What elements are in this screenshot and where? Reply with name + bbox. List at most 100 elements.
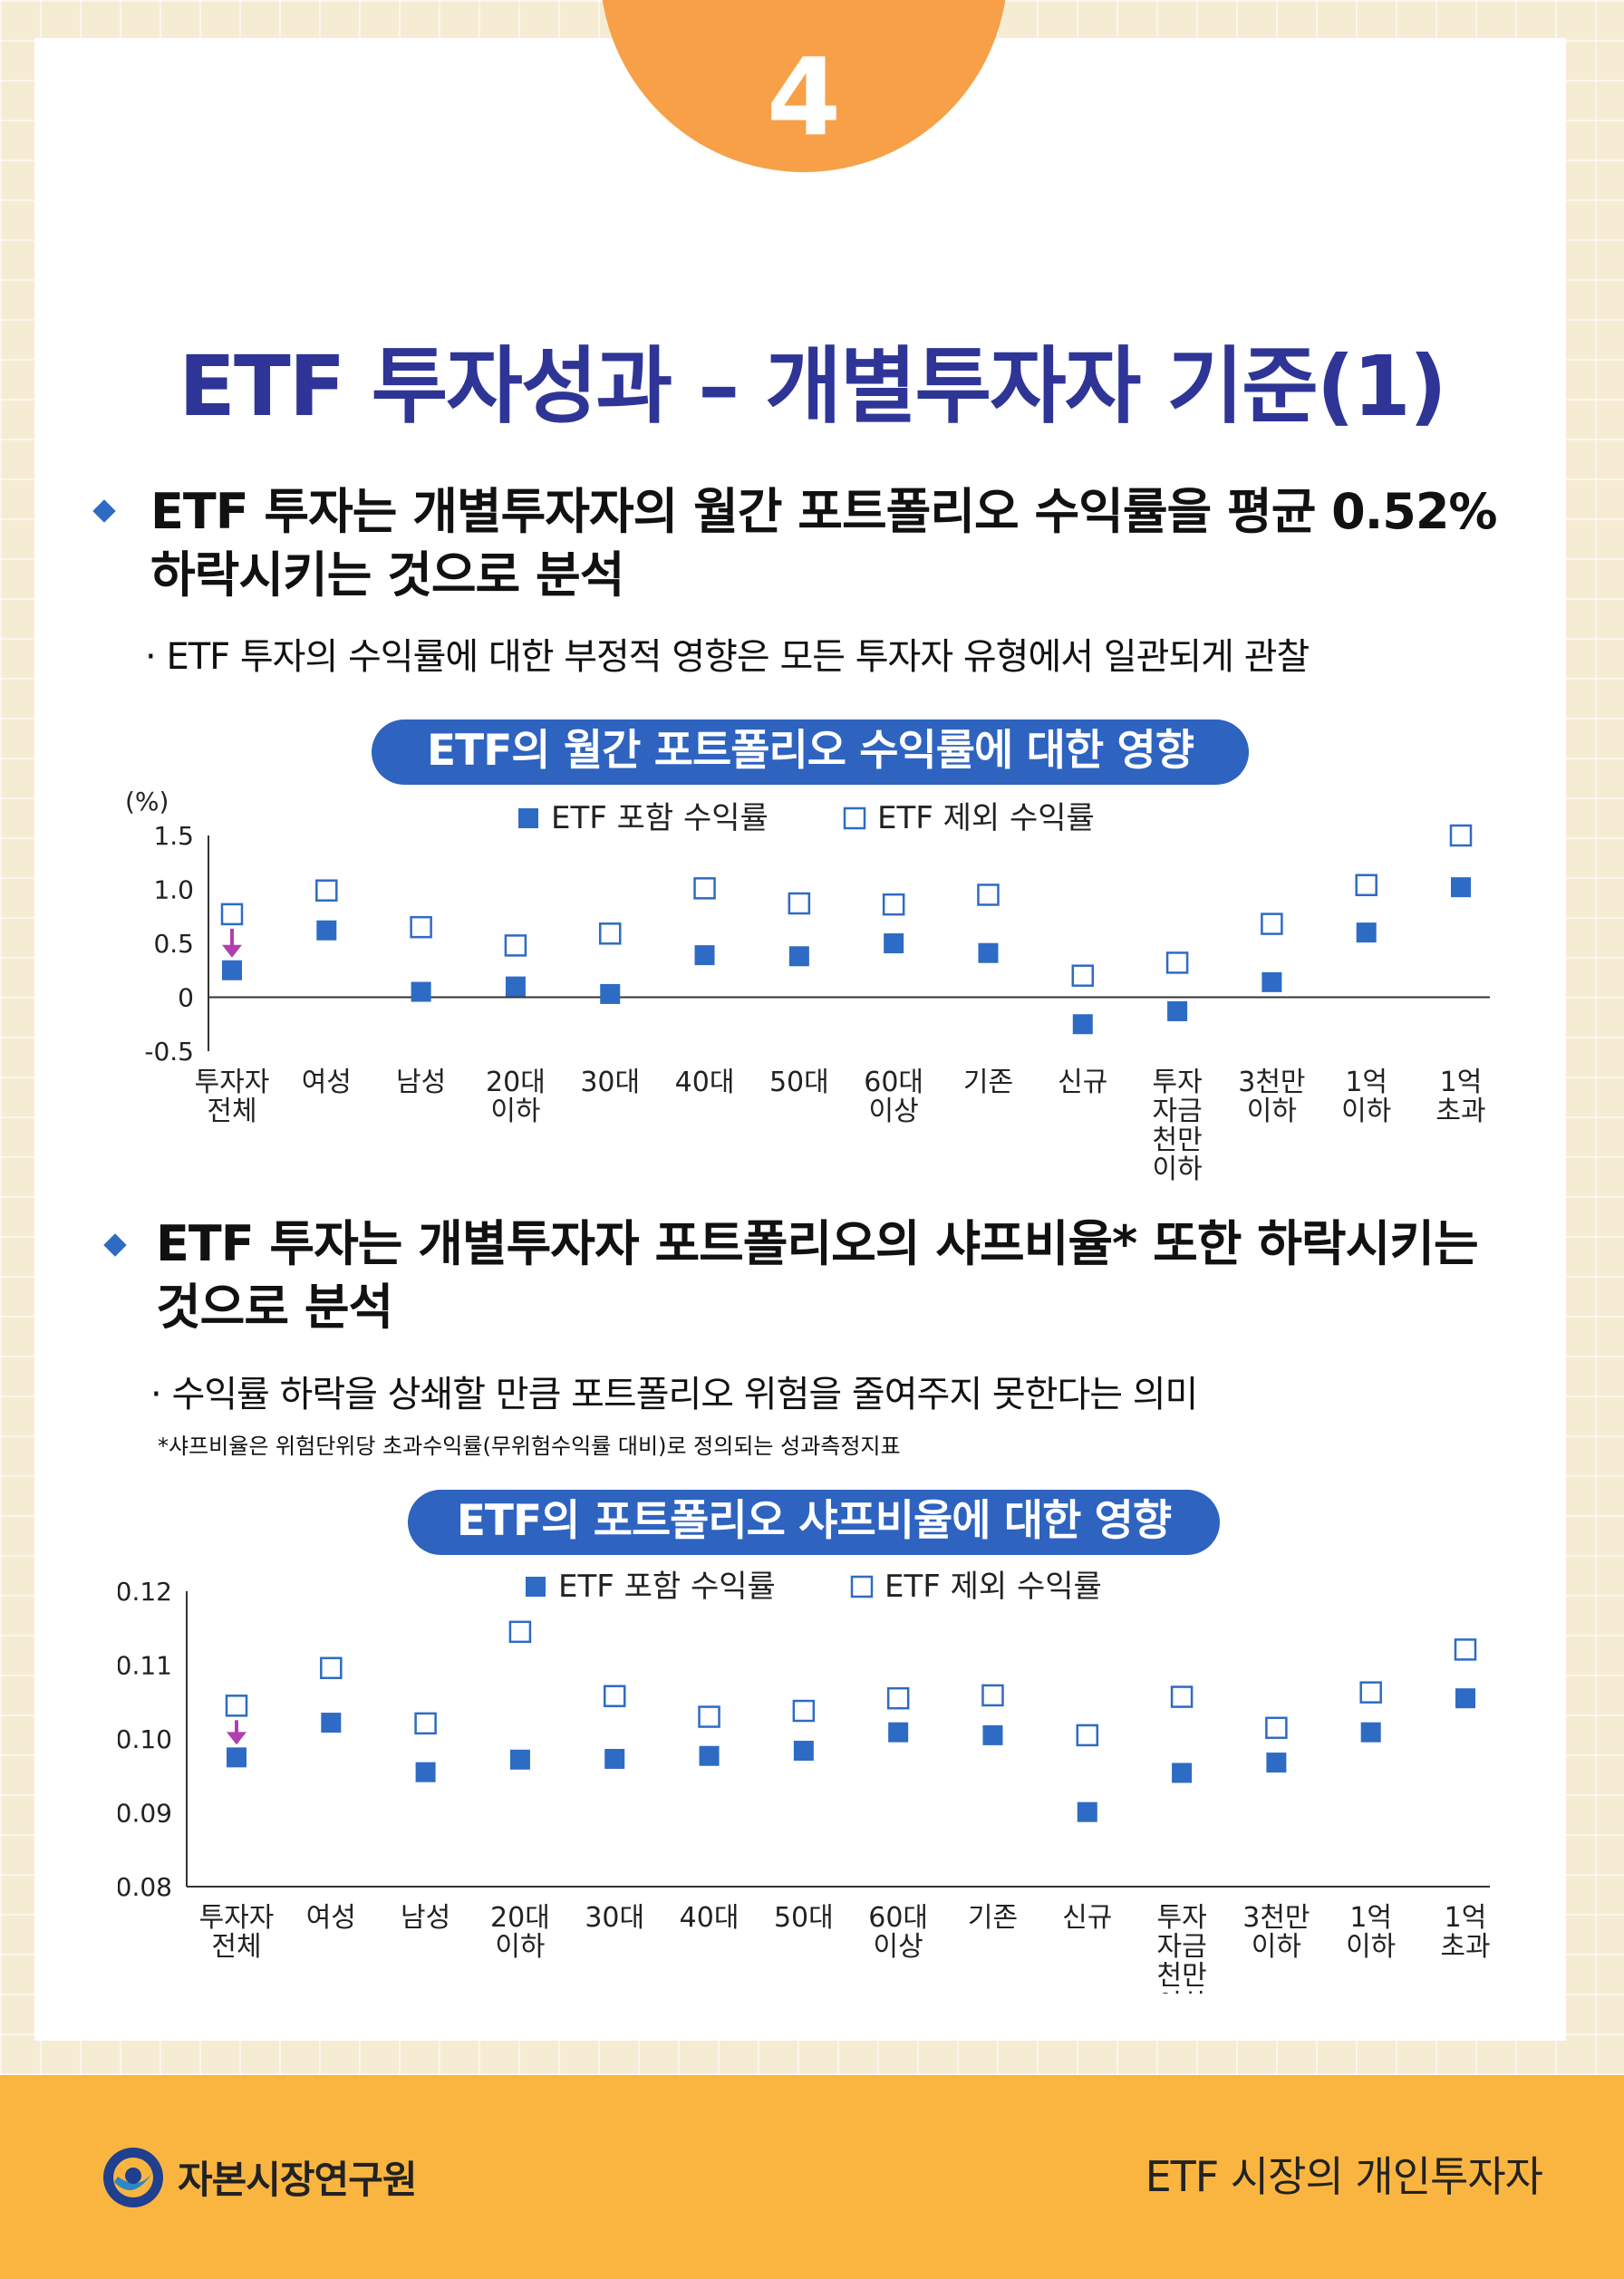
y-tick-label: 0.11 (118, 1651, 172, 1681)
legend-filled-square-icon (526, 1577, 546, 1597)
point-etf-excluded (320, 1656, 343, 1680)
org-name: 자본시장연구원 (178, 2158, 417, 2202)
x-tick-label-line: 이하 (1247, 1096, 1297, 1127)
point-etf-included (1266, 1753, 1287, 1773)
x-tick-label-line: 이상 (874, 1931, 923, 1963)
sharpe-footnote: *샤프비율은 위험단위당 초과수익률(무위험수익률 대비)로 정의되는 성과측정… (158, 1434, 901, 1459)
point-etf-included (1262, 971, 1282, 992)
x-tick-label-line: 3천만 (1242, 1902, 1310, 1934)
y-tick-label: 0.09 (118, 1799, 172, 1829)
x-tick-label-line: 30대 (580, 1067, 640, 1098)
x-tick-label: 여성 (306, 1902, 356, 1934)
x-tick-label-line: 1억 (1349, 1902, 1392, 1934)
point-etf-excluded (315, 879, 338, 902)
point-etf-excluded (508, 1620, 532, 1644)
y-tick-label: 0.5 (153, 929, 194, 959)
point-etf-included (1077, 1801, 1097, 1822)
x-tick-label-line: 신규 (1062, 1902, 1112, 1934)
point-etf-included (1167, 1000, 1188, 1021)
point-etf-excluded (1449, 824, 1473, 847)
page-title: ETF 투자성과 – 개별투자자 기준(1) (179, 338, 1447, 435)
point-etf-included (411, 981, 431, 1002)
section2-heading-line2: 것으로 분석 (156, 1279, 393, 1336)
x-tick-label-line: 이하 (1152, 1154, 1202, 1185)
x-tick-label: 20대 이하 (490, 1902, 550, 1963)
y-tick-label: 1.0 (153, 875, 194, 905)
point-etf-included (694, 945, 715, 966)
x-tick-label-line: 초과 (1440, 1931, 1490, 1963)
x-tick-label-line: 이상 (869, 1096, 919, 1127)
y-unit-label: (%) (125, 787, 169, 816)
y-tick-label: 0.12 (118, 1577, 172, 1607)
x-tick-label-line: 초과 (1436, 1096, 1485, 1127)
point-etf-included (884, 933, 904, 953)
y-tick-label: 0.10 (118, 1724, 172, 1754)
section1-subbullet: · ETF 투자의 수익률에 대한 부정적 영향은 모든 투자자 유형에서 일관… (145, 627, 1310, 680)
x-tick-label-line: 1억 (1345, 1067, 1387, 1098)
legend-open-square-icon (843, 806, 866, 830)
x-tick-label-line: 여성 (306, 1902, 356, 1934)
point-etf-excluded (981, 1684, 1004, 1707)
point-etf-included (1360, 1722, 1381, 1743)
x-tick-label: 1억 이하 (1346, 1902, 1396, 1963)
legend-label: ETF 제외 수익률 (884, 1569, 1102, 1605)
section2-sub-text: 수익률 하락을 상쇄할 만큼 포트폴리오 위험을 줄여주지 못한다는 의미 (171, 1374, 1198, 1415)
page-number-badge: 4 (600, 0, 1008, 172)
x-tick-label-line: 신규 (1058, 1067, 1107, 1098)
legend-label: ETF 포함 수익률 (551, 800, 768, 836)
point-etf-excluded (220, 903, 244, 926)
chart2: 0.12 0.11 0.10 0.09 0.08 투자자 전체 여성 남성 20대 이하 30대 40대… (118, 1569, 1491, 1994)
x-tick-label: 여성 (302, 1067, 352, 1098)
x-tick-label: 40대 (675, 1067, 735, 1098)
point-etf-included (415, 1762, 436, 1782)
chart1-title-pill: ETF의 월간 포트폴리오 수익률에 대한 영향 (372, 719, 1249, 785)
x-tick-label-line: 이하 (490, 1096, 540, 1127)
x-tick-label: 60대 이상 (864, 1067, 923, 1127)
x-tick-label: 50대 (769, 1067, 829, 1098)
x-tick-label-line: 여성 (302, 1067, 352, 1098)
x-tick-label-line: 투자 (1156, 1902, 1206, 1934)
point-etf-included (1356, 922, 1377, 943)
x-tick-label-line: 자금 (1156, 1931, 1206, 1963)
point-etf-excluded (1165, 951, 1189, 974)
section1-heading: ETF 투자는 개별투자자의 월간 포트폴리오 수익률을 평균 0.52% 하락… (150, 480, 1498, 607)
x-tick-label-line: 자금 (1152, 1096, 1202, 1127)
point-etf-included (1172, 1762, 1193, 1783)
section1-sub-text: ETF 투자의 수익률에 대한 부정적 영향은 모든 투자자 유형에서 일관되게… (166, 636, 1310, 678)
point-etf-included (316, 920, 337, 941)
x-tick-label: 3천만 이하 (1238, 1067, 1305, 1127)
x-tick-label-line: 전체 (207, 1096, 256, 1127)
point-etf-included (222, 960, 242, 980)
x-tick-label-line: 30대 (585, 1902, 644, 1934)
y-tick-label: 1.5 (153, 821, 194, 851)
point-etf-excluded (1355, 874, 1378, 896)
footer (0, 2075, 1624, 2279)
x-tick-label-line: 60대 (868, 1902, 928, 1934)
point-etf-excluded (882, 893, 905, 916)
x-tick-label-line: 50대 (769, 1067, 829, 1098)
point-etf-included (982, 1724, 1003, 1745)
x-tick-label-line: 투자자 (195, 1067, 270, 1098)
point-etf-excluded (410, 915, 432, 939)
legend: ETF 포함 수익률 ETF 제외 수익률 (518, 800, 1095, 836)
y-tick-label: 0.08 (118, 1872, 172, 1902)
legend-filled-square-icon (518, 808, 538, 828)
x-tick-label-line: 이하 (1341, 1096, 1391, 1127)
point-etf-included (1451, 877, 1471, 898)
point-etf-excluded (792, 1699, 816, 1723)
x-tick-label: 1억 초과 (1440, 1902, 1490, 1963)
decline-arrow-icon (222, 944, 242, 958)
x-tick-label-line: 이하 (1346, 1931, 1396, 1963)
x-tick-label: 신규 (1058, 1067, 1107, 1098)
point-etf-included (321, 1713, 342, 1733)
x-tick-label-line: 기존 (968, 1902, 1018, 1934)
point-etf-included (604, 1749, 625, 1770)
x-tick-label-line: 이하 (1252, 1931, 1301, 1963)
point-etf-excluded (603, 1685, 626, 1707)
decline-arrow-icon (227, 1732, 246, 1745)
point-etf-excluded (693, 877, 716, 900)
point-etf-excluded (225, 1695, 248, 1717)
